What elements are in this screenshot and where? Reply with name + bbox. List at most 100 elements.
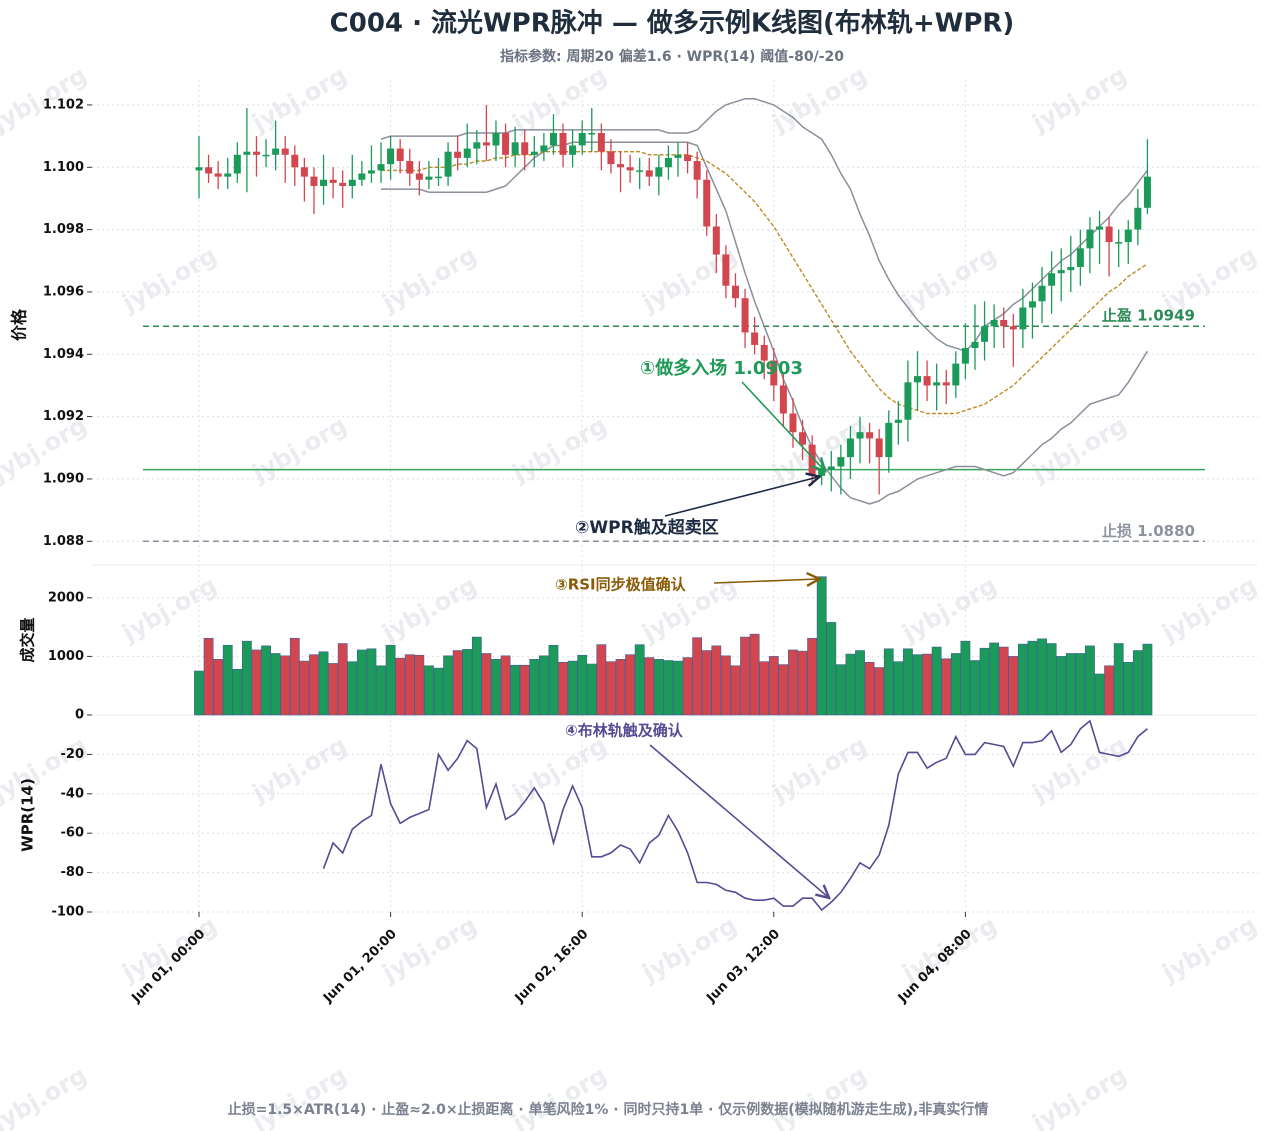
volume-bar <box>481 653 492 716</box>
candle-body <box>712 226 720 255</box>
volume-bar <box>625 654 635 716</box>
y-tick-label: 0 <box>75 708 84 723</box>
candle-body <box>837 457 845 467</box>
candle-body <box>961 348 969 364</box>
footer-note: 止损=1.5×ATR(14) · 止盈≈2.0×止损距离 · 单笔风险1% · … <box>228 1101 989 1118</box>
candle-body <box>358 173 366 180</box>
candle-body <box>971 341 979 349</box>
y-tick-label: -40 <box>61 786 85 801</box>
candle-body <box>923 376 931 386</box>
volume-bar <box>979 647 990 716</box>
volume-bar <box>950 653 961 716</box>
volume-bar <box>931 646 942 716</box>
candle-body <box>952 363 960 386</box>
y-tick-label: 1.088 <box>43 534 84 549</box>
candle-body <box>655 167 663 177</box>
volume-bar <box>788 649 798 716</box>
volume-bar <box>471 636 482 716</box>
volume-bar <box>682 657 693 716</box>
volume-bar <box>653 659 664 716</box>
volume-bar <box>548 644 559 716</box>
volume-bar <box>941 658 952 716</box>
volume-bar <box>558 661 568 716</box>
candle-body <box>1105 226 1113 243</box>
candle-body <box>626 167 634 171</box>
candle-body <box>741 298 749 333</box>
candle-body <box>310 176 318 186</box>
volume-bar <box>404 654 415 716</box>
level-label: 止盈 1.0949 <box>1102 307 1195 325</box>
candle-body <box>1096 226 1104 230</box>
volume-bar <box>711 645 722 716</box>
annotation-arrow <box>649 744 828 897</box>
candle-body <box>348 179 356 186</box>
volume-bar <box>462 649 473 716</box>
candle-body <box>731 285 739 299</box>
volume-bar <box>1123 661 1134 716</box>
volume-bar <box>567 660 578 716</box>
volume-bar <box>845 653 856 716</box>
candle-body <box>549 132 557 146</box>
candle-body <box>875 438 883 458</box>
candle-body <box>252 151 260 155</box>
volume-bar <box>778 664 789 716</box>
candle-body <box>291 154 299 168</box>
volume-bar <box>922 653 932 716</box>
volume-bar <box>797 650 808 716</box>
volume-bar <box>232 668 243 716</box>
candle-body <box>722 254 730 286</box>
candle-body <box>367 170 375 174</box>
volume-bar <box>644 657 655 716</box>
candle-body <box>617 164 625 168</box>
volume-bar <box>970 660 980 716</box>
volume-bar <box>261 645 271 716</box>
volume-bar <box>960 640 971 716</box>
volume-bar <box>318 651 329 716</box>
candle-body <box>578 132 586 146</box>
candle-body <box>521 142 529 155</box>
candle-body <box>511 142 519 155</box>
candle-body <box>281 148 289 155</box>
volume-bar <box>989 642 1000 716</box>
volume-bar <box>385 644 396 716</box>
candle-body <box>224 173 232 177</box>
candle-body <box>866 432 874 439</box>
candle-body <box>195 167 203 171</box>
y-tick-label: -80 <box>61 865 85 880</box>
candle-body <box>1124 229 1132 243</box>
volume-bar <box>663 660 674 716</box>
volume-bar <box>366 648 377 716</box>
volume-bar <box>1085 645 1095 716</box>
candle-body <box>387 148 395 165</box>
candle-body <box>205 167 213 174</box>
annotation: ③RSI同步极值确认 <box>555 576 687 594</box>
volume-bar <box>337 643 348 716</box>
candle-body <box>559 132 567 155</box>
candle-body <box>406 161 414 174</box>
level-label: 止损 1.0880 <box>1102 522 1195 540</box>
y-tick-label: 1.094 <box>43 347 84 362</box>
chart-subtitle: 指标参数: 周期20 偏差1.6 · WPR(14) 阈值-80/-20 <box>500 48 844 65</box>
volume-bar <box>740 636 750 716</box>
annotation: ④布林轨触及确认 <box>565 722 684 740</box>
candle-body <box>703 179 711 227</box>
volume-bar <box>749 633 760 716</box>
volume-bar <box>816 576 827 716</box>
volume-bar <box>1056 656 1067 716</box>
volume-bar <box>356 649 367 716</box>
volume-bar <box>855 650 865 716</box>
candle-body <box>751 332 759 345</box>
y-tick-label: -60 <box>61 826 85 841</box>
candle-body <box>1076 248 1084 268</box>
volume-bar <box>606 661 616 716</box>
candle-body <box>569 145 577 155</box>
candle-body <box>1067 267 1075 271</box>
volume-bar <box>289 637 300 716</box>
volume-bar <box>692 637 703 716</box>
candle-body <box>607 151 615 165</box>
candle-body <box>933 382 941 386</box>
volume-bar <box>1075 653 1086 716</box>
volume-bar <box>1046 643 1057 716</box>
candle-body <box>981 326 989 342</box>
volume-bar <box>222 644 233 716</box>
